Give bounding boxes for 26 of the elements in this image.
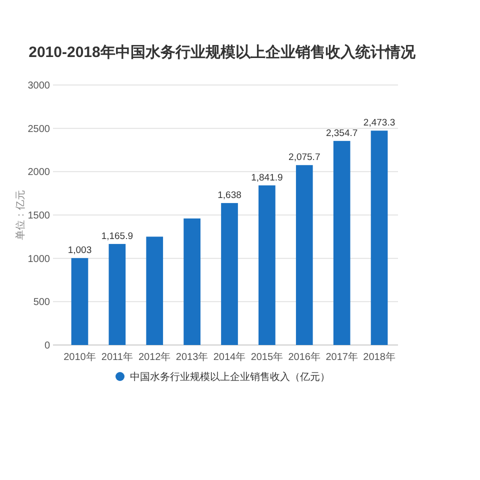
- x-tick-label: 2013年: [176, 352, 208, 363]
- data-label: 1,841.9: [251, 172, 283, 184]
- x-tick-label: 2014年: [213, 352, 246, 363]
- y-tick-label: 500: [33, 297, 50, 308]
- data-label: 1,638: [218, 190, 242, 202]
- x-tick-label: 2017年: [326, 352, 358, 363]
- title: 2010-2018年中国水务行业规模以上企业销售收入统计情况: [28, 44, 416, 61]
- x-tick-label: 2015年: [250, 352, 284, 363]
- y-tick-label: 2000: [28, 167, 50, 178]
- y-tick-label: 3000: [28, 80, 50, 92]
- x-tick-label: 2016年: [288, 352, 321, 363]
- x-tick-label: 2010年: [64, 352, 96, 363]
- data-label: 2,075.7: [288, 152, 320, 164]
- data-label: 2,473.3: [363, 118, 396, 129]
- y-tick-label: 0: [44, 340, 50, 352]
- x-tick-label: 2011年: [101, 352, 133, 363]
- legend-label: 中国水务行业规模以上企业销售收入（亿元）: [130, 372, 330, 383]
- data-label: 1,003: [68, 245, 92, 256]
- x-tick-label: 2018年: [363, 352, 396, 363]
- y-tick-label: 2500: [28, 124, 50, 135]
- data-label: 1,165.9: [101, 230, 134, 242]
- data-label: 2,354.7: [326, 128, 358, 139]
- ylabel: 单位：亿元: [16, 190, 26, 240]
- x-tick-label: 2012年: [138, 352, 171, 363]
- y-tick-label: 1500: [28, 210, 50, 222]
- y-tick-label: 1000: [28, 254, 50, 265]
